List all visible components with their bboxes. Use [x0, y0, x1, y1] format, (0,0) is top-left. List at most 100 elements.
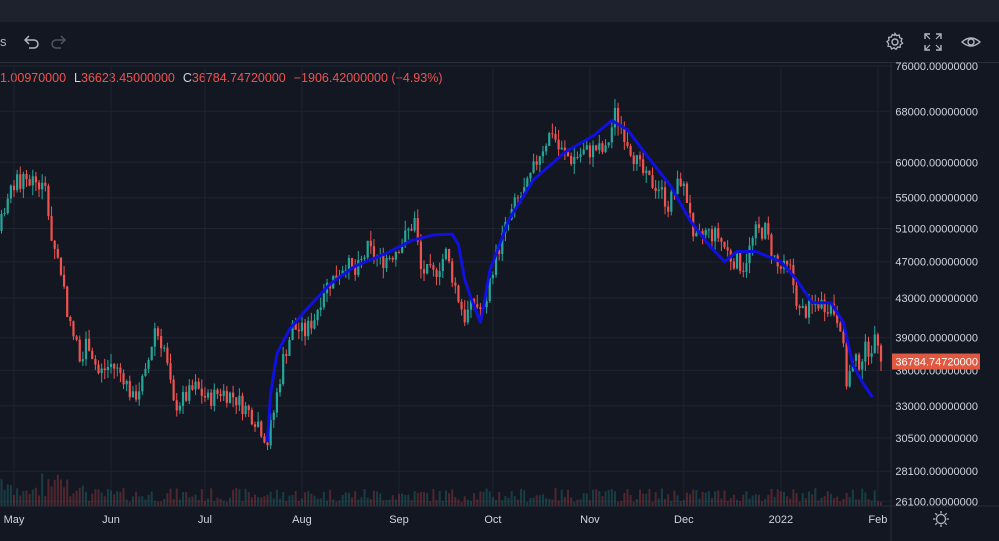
volume-bar: [28, 493, 31, 506]
volume-bar: [185, 492, 188, 506]
candle-body: [344, 270, 347, 272]
candle-body: [175, 400, 178, 411]
volume-bar: [685, 492, 688, 506]
candle-body: [570, 156, 573, 164]
candle-body: [28, 179, 31, 186]
candle-body: [91, 350, 94, 360]
volume-bar: [131, 496, 134, 506]
price-tick-label: 39000.00000000: [895, 333, 978, 345]
volume-bar: [94, 489, 97, 506]
volume-bar: [78, 487, 81, 506]
volume-bar: [682, 499, 685, 506]
candle-body: [679, 178, 682, 186]
candle-body: [616, 107, 620, 126]
candle-body: [285, 354, 288, 356]
volume-bar: [563, 497, 566, 506]
volume-bar: [319, 498, 322, 506]
volume-bar: [707, 491, 710, 506]
candle-body: [836, 314, 839, 324]
volume-bar: [119, 491, 122, 506]
candle-body: [401, 243, 404, 253]
volume-bar: [836, 496, 839, 506]
candle-body: [50, 216, 53, 241]
volume-bar: [532, 497, 535, 506]
candle-body: [657, 189, 660, 192]
volume-bar: [811, 494, 814, 506]
settings-icon[interactable]: [884, 31, 906, 53]
volume-bar: [22, 491, 25, 506]
candle-body: [513, 197, 516, 210]
candle-body: [735, 253, 739, 269]
volume-bar: [861, 488, 864, 506]
candle-body: [422, 269, 426, 274]
candle-body: [407, 228, 410, 231]
legend-change: −1906.42000000 (−4.93%): [293, 71, 443, 85]
fullscreen-icon[interactable]: [922, 31, 944, 53]
candle-body: [845, 343, 848, 387]
volume-bar: [269, 491, 272, 506]
volume-bar: [710, 498, 713, 506]
candle-body: [660, 187, 664, 190]
volume-bar: [59, 479, 62, 506]
volume-bar: [720, 498, 723, 506]
volume-bar: [407, 494, 410, 506]
candle-body: [858, 354, 861, 370]
volume-bar: [169, 488, 172, 506]
candlesticks: [0, 98, 883, 451]
volume-bar: [410, 500, 413, 506]
candle-body: [635, 155, 638, 164]
candle-body: [682, 183, 685, 186]
candle-body: [613, 107, 617, 128]
candle-body: [688, 202, 692, 214]
candle-body: [84, 338, 88, 360]
volume-bar: [789, 498, 792, 506]
time-tick-label: May: [4, 514, 25, 526]
volume-bar: [839, 501, 842, 506]
time-tick-label: Feb: [868, 514, 887, 526]
candle-body: [419, 241, 422, 270]
candle-body: [532, 161, 535, 173]
candle-body: [6, 198, 9, 214]
candle-body: [116, 367, 119, 369]
candle-body: [441, 259, 444, 272]
candle-body: [307, 320, 310, 337]
volume-bar: [767, 494, 770, 506]
volume-bar: [357, 499, 360, 506]
volume-bar: [391, 495, 394, 506]
volume-bar: [203, 500, 206, 506]
volume-bar: [16, 488, 19, 506]
volume-bar: [626, 489, 629, 506]
candle-body: [372, 246, 376, 259]
candle-body: [801, 306, 804, 308]
eye-icon[interactable]: [960, 31, 982, 53]
volume-bar: [194, 494, 197, 506]
candle-body: [416, 218, 419, 242]
price-tick-label: 68000.00000000: [895, 106, 978, 118]
volume-bar: [275, 489, 278, 506]
volume-bar: [504, 496, 507, 506]
candle-body: [238, 395, 241, 406]
candle-body: [78, 339, 81, 362]
candle-body: [804, 306, 807, 318]
volume-bar: [598, 490, 601, 506]
time-axis-settings-icon[interactable]: [933, 511, 949, 527]
candle-body: [807, 300, 811, 318]
volume-bar: [654, 492, 657, 506]
volume-bar: [695, 490, 698, 506]
candle-body: [350, 257, 354, 267]
volume-bar: [397, 493, 400, 506]
undo-icon[interactable]: [20, 31, 42, 53]
volume-bar: [673, 490, 676, 506]
volume-bar: [529, 497, 532, 506]
volume-bar: [792, 489, 795, 506]
candle-body: [303, 322, 307, 337]
candle-body: [219, 393, 222, 396]
candle-body: [388, 257, 391, 259]
volume-bar: [466, 499, 469, 506]
redo-icon[interactable]: [48, 31, 70, 53]
volume-bar: [732, 494, 735, 506]
candle-body: [206, 392, 210, 398]
volume-bar: [401, 493, 404, 506]
candle-body: [798, 306, 801, 308]
